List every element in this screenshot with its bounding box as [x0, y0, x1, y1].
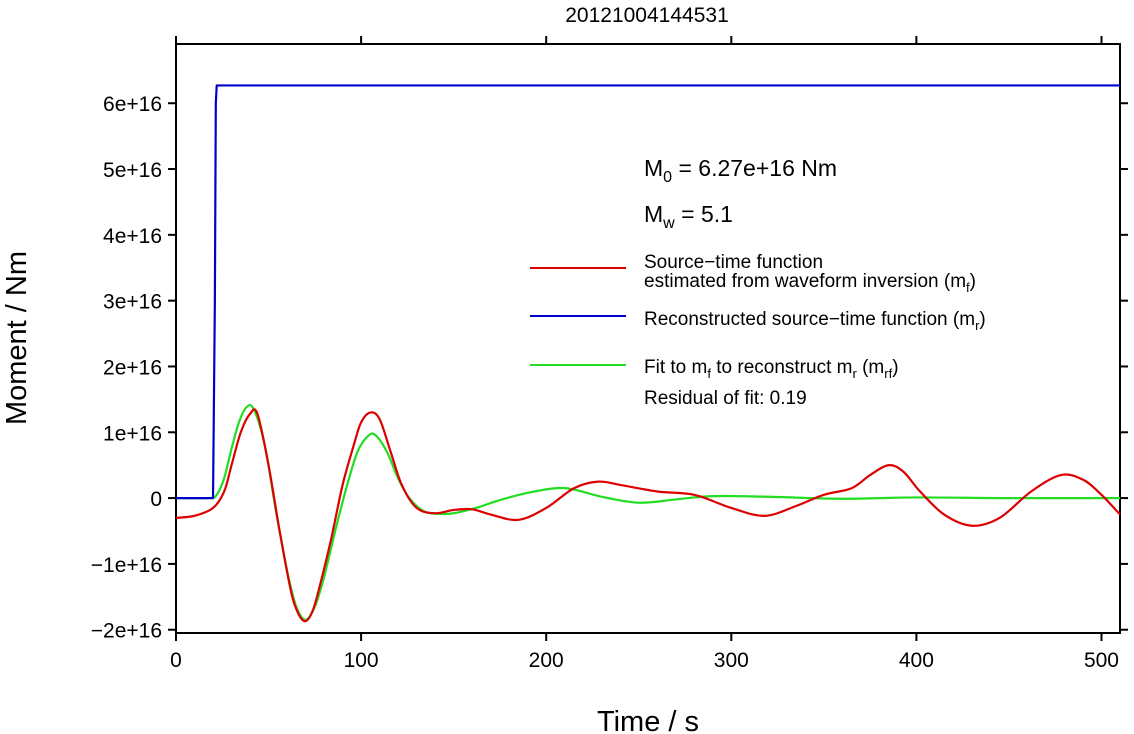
y-tick-label: −1e+16	[91, 554, 162, 577]
mw-annotation: Mw = 5.1	[644, 201, 733, 232]
x-axis-title: Time / s	[597, 706, 699, 734]
x-tick-label: 300	[714, 649, 749, 672]
x-tick-label: 0	[170, 649, 182, 672]
y-tick-label: 0	[150, 488, 162, 511]
series-line-mf	[175, 408, 1121, 623]
y-tick-label: 5e+16	[103, 159, 162, 182]
y-tick-label: −2e+16	[91, 620, 162, 643]
legend: Source−time function estimated from wave…	[530, 252, 986, 409]
legend-label-mf-line1: Source−time function	[644, 252, 823, 273]
x-tick-label: 200	[529, 649, 564, 672]
x-axis: 0 100 200 300 400 500	[170, 36, 1119, 672]
x-tick-label: 100	[344, 649, 379, 672]
y-tick-label: 2e+16	[103, 356, 162, 379]
y-tick-label: 6e+16	[103, 93, 162, 116]
series-layer	[175, 84, 1121, 623]
legend-label-mrf: Fit to mf to reconstruct mr (mrf)	[644, 357, 899, 381]
m0-annotation: M0 = 6.27e+16 Nm	[644, 155, 837, 186]
legend-label-mf-line2: estimated from waveform inversion (mf)	[644, 271, 976, 295]
residual-annotation: Residual of fit: 0.19	[644, 388, 807, 409]
plot-frame	[175, 43, 1121, 634]
y-axis-title: Moment / Nm	[1, 251, 33, 425]
series-line-mr	[176, 84, 1120, 500]
y-axis: −2e+16 −1e+16 0 1e+16 2e+16 3e+16 4e+16 5e+16 6e…	[91, 93, 1128, 643]
x-tick-label: 500	[1084, 649, 1119, 672]
legend-label-mr: Reconstructed source−time function (mr)	[644, 309, 986, 333]
y-tick-label: 1e+16	[103, 422, 162, 445]
chart-title: 20121004144531	[565, 4, 729, 27]
y-tick-label: 4e+16	[103, 225, 162, 248]
series-line-mrf	[175, 403, 1121, 621]
y-tick-label: 3e+16	[103, 291, 162, 314]
x-tick-label: 400	[899, 649, 934, 672]
